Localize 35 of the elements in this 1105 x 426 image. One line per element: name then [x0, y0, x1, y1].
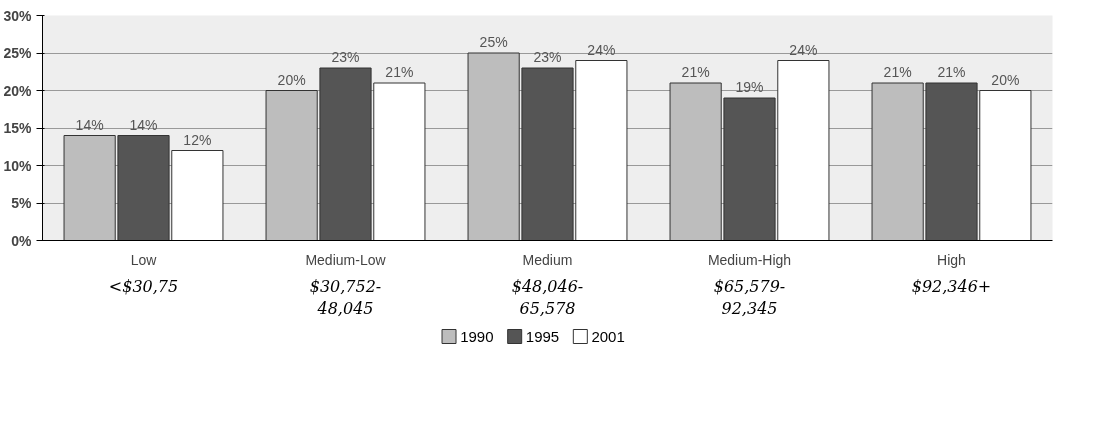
text: 20% [991, 71, 1020, 88]
text: 14% [75, 116, 104, 133]
x-tick-label: Low [130, 251, 158, 268]
text: $65,579- 92,345 [713, 276, 786, 319]
y-tick-label: 25% [3, 45, 33, 61]
y-tick-label: 0% [11, 232, 33, 249]
text: 23% [533, 49, 562, 65]
y-tick-label: 15% [3, 120, 33, 136]
text: 21% [385, 64, 414, 80]
text: 21% [883, 64, 912, 80]
text: $30,752- 48,045 [309, 276, 382, 319]
text: 25% [479, 34, 508, 50]
text: <$30,75 [108, 276, 179, 296]
x-tick-label: Medium-Low [305, 251, 387, 268]
y-tick-label: 5% [11, 195, 33, 211]
text: 19% [735, 79, 764, 95]
legend-label: 2001 [591, 327, 625, 345]
text: 24% [789, 41, 818, 58]
y-tick-label: 30% [3, 7, 33, 24]
text: 23% [331, 49, 360, 65]
legend-label: 1990 [460, 327, 494, 345]
text: 24% [587, 41, 616, 58]
text: $92,346+ [911, 276, 992, 296]
text: 12% [183, 131, 212, 148]
y-tick-label: 20% [3, 82, 33, 99]
x-tick-label: High [937, 251, 966, 268]
x-tick-label: Medium [522, 251, 573, 268]
text: 21% [681, 64, 710, 80]
text: 14% [129, 116, 158, 133]
y-tick-label: 10% [3, 157, 33, 174]
legend-label: 1995 [525, 327, 560, 345]
text: 20% [277, 71, 306, 88]
text: 21% [937, 64, 966, 80]
x-tick-label: Medium-High [707, 251, 792, 268]
text: $48,046- 65,578 [511, 276, 584, 319]
